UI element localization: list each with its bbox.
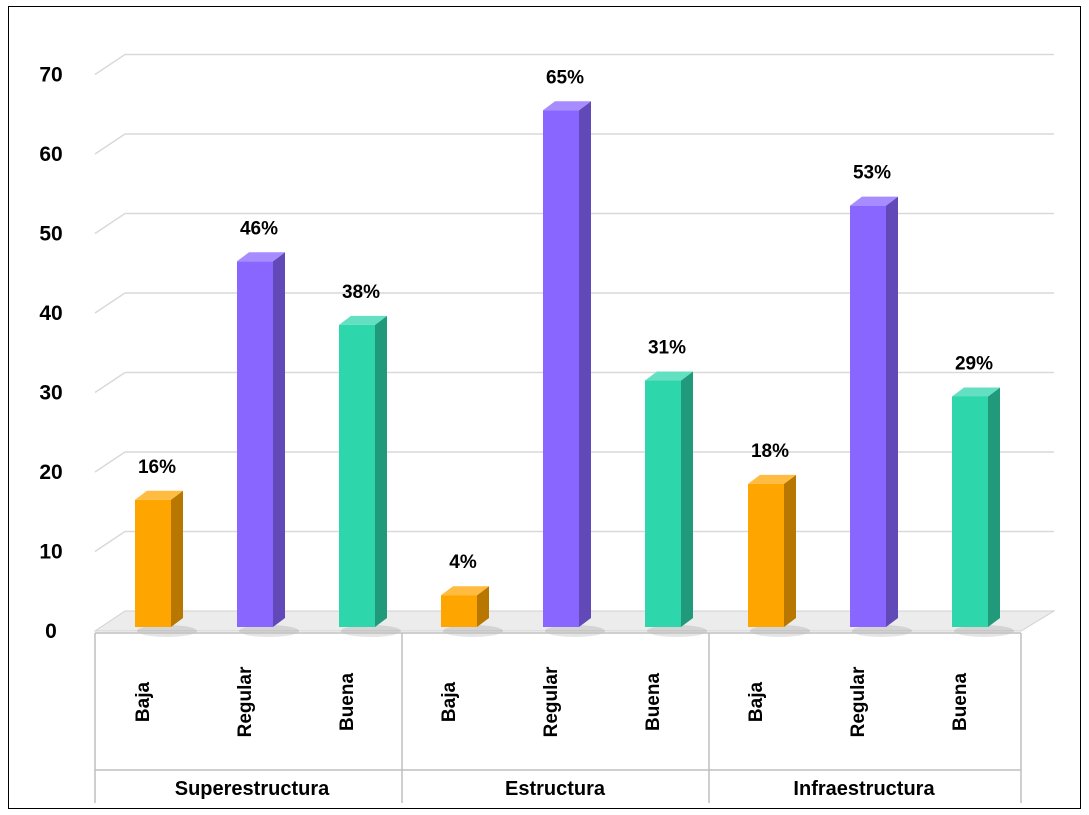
bar-shadow bbox=[443, 625, 503, 637]
bar-superestructura-baja bbox=[135, 490, 197, 637]
bar-front bbox=[135, 499, 171, 627]
bar-side bbox=[886, 196, 898, 627]
bar-estructura-regular bbox=[543, 101, 605, 637]
group-label: Estructura bbox=[505, 778, 606, 800]
data-label: 16% bbox=[138, 457, 176, 478]
category-label: Regular bbox=[848, 666, 869, 737]
x-axis: Baja Regular Buena Baja Regular Buena Baja Regu… bbox=[94, 632, 1022, 803]
bar-top bbox=[645, 371, 693, 381]
data-label: 4% bbox=[449, 552, 477, 573]
bar-top bbox=[135, 490, 183, 500]
gridline-side bbox=[94, 451, 126, 473]
category-label: Baja bbox=[746, 682, 767, 723]
bar-side bbox=[988, 387, 1000, 627]
chart-frame: 0 10 20 30 40 50 60 70 16% 46% 38% 4% 65% 31% 18% 53% 2… bbox=[8, 6, 1081, 809]
data-label: 38% bbox=[342, 282, 380, 303]
bar-top bbox=[952, 387, 1000, 397]
category-label: Baja bbox=[439, 682, 460, 723]
category-label: Buena bbox=[950, 673, 971, 732]
data-label: 65% bbox=[546, 67, 584, 88]
bar-shadow bbox=[341, 625, 401, 637]
bar-front bbox=[543, 110, 579, 627]
bar-top bbox=[237, 252, 285, 262]
bar-chart: 0 10 20 30 40 50 60 70 16% 46% 38% 4% 65% 31% 18% 53% 2… bbox=[39, 53, 1056, 803]
data-label: 46% bbox=[240, 218, 278, 239]
y-tick-label: 0 bbox=[45, 620, 57, 643]
bar-side bbox=[171, 490, 183, 627]
bar-top bbox=[441, 586, 489, 596]
bar-shadow bbox=[647, 625, 707, 637]
bar-top bbox=[339, 315, 387, 325]
bar-side bbox=[681, 371, 693, 627]
bar-side bbox=[375, 315, 387, 627]
y-tick-label: 60 bbox=[39, 143, 62, 166]
bar-front bbox=[748, 483, 784, 627]
bar-front bbox=[645, 380, 681, 627]
bar-top bbox=[850, 196, 898, 206]
bar-shadow bbox=[239, 625, 299, 637]
data-label: 29% bbox=[955, 353, 993, 374]
bar-shadow bbox=[750, 625, 810, 637]
bar-top bbox=[543, 101, 591, 111]
data-label: 53% bbox=[853, 163, 891, 184]
group-label: Superestructura bbox=[175, 778, 330, 800]
data-labels: 16% 46% 38% 4% 65% 31% 18% 53% 29% bbox=[138, 67, 993, 573]
category-label: Baja bbox=[133, 682, 154, 723]
bar-front bbox=[850, 205, 886, 627]
gridline-side bbox=[94, 371, 126, 394]
y-tick-label: 10 bbox=[39, 541, 62, 564]
data-label: 18% bbox=[751, 441, 789, 462]
bar-shadow bbox=[954, 625, 1014, 637]
gridline-side bbox=[94, 53, 126, 76]
bar-side bbox=[784, 474, 796, 627]
gridline-side bbox=[94, 530, 126, 553]
bar-superestructura-buena bbox=[339, 315, 401, 637]
y-axis: 0 10 20 30 40 50 60 70 bbox=[39, 64, 62, 644]
bar-estructura-baja bbox=[441, 586, 503, 637]
bar-superestructura-regular bbox=[237, 252, 299, 637]
y-tick-label: 70 bbox=[39, 64, 62, 87]
bar-front bbox=[952, 396, 988, 627]
bar-top bbox=[748, 474, 796, 484]
bar-front bbox=[237, 261, 273, 627]
bar-infraestructura-baja bbox=[748, 474, 810, 637]
bar-estructura-buena bbox=[645, 371, 707, 637]
y-tick-label: 20 bbox=[39, 461, 62, 484]
category-label: Regular bbox=[541, 666, 562, 737]
gridline-side bbox=[94, 292, 126, 314]
group-label: Infraestructura bbox=[793, 778, 935, 800]
bar-infraestructura-buena bbox=[952, 387, 1014, 637]
category-label: Buena bbox=[337, 673, 358, 732]
bar-shadow bbox=[852, 625, 912, 637]
bar-side bbox=[273, 252, 285, 628]
y-tick-label: 30 bbox=[39, 382, 62, 405]
category-label: Regular bbox=[235, 666, 256, 737]
y-tick-label: 50 bbox=[39, 223, 62, 246]
category-label: Buena bbox=[643, 673, 664, 732]
bars bbox=[135, 101, 1014, 637]
bar-shadow bbox=[137, 625, 197, 637]
bar-side bbox=[477, 586, 489, 627]
bar-front bbox=[441, 595, 477, 627]
bar-shadow bbox=[545, 625, 605, 637]
bar-infraestructura-regular bbox=[850, 196, 912, 637]
gridline-side bbox=[94, 133, 126, 155]
bar-front bbox=[339, 324, 375, 627]
gridline-side bbox=[94, 212, 126, 235]
bar-side bbox=[579, 101, 591, 627]
data-label: 31% bbox=[648, 338, 686, 359]
y-tick-label: 40 bbox=[39, 302, 62, 325]
